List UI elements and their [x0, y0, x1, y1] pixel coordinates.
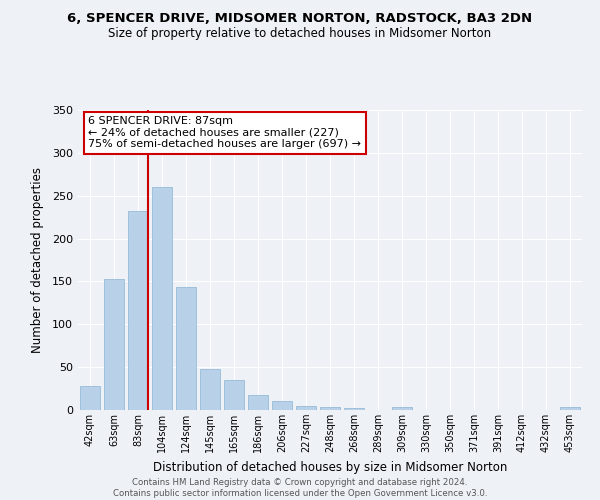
Bar	[248, 394, 268, 410]
Bar	[104, 279, 124, 410]
Bar	[224, 380, 244, 410]
Bar	[200, 369, 220, 410]
Bar	[320, 406, 340, 410]
X-axis label: Distribution of detached houses by size in Midsomer Norton: Distribution of detached houses by size …	[153, 460, 507, 473]
Y-axis label: Number of detached properties: Number of detached properties	[31, 167, 44, 353]
Text: Contains HM Land Registry data © Crown copyright and database right 2024.
Contai: Contains HM Land Registry data © Crown c…	[113, 478, 487, 498]
Text: Size of property relative to detached houses in Midsomer Norton: Size of property relative to detached ho…	[109, 28, 491, 40]
Bar	[152, 187, 172, 410]
Text: 6, SPENCER DRIVE, MIDSOMER NORTON, RADSTOCK, BA3 2DN: 6, SPENCER DRIVE, MIDSOMER NORTON, RADST…	[67, 12, 533, 26]
Bar	[128, 211, 148, 410]
Bar	[80, 386, 100, 410]
Bar	[392, 406, 412, 410]
Bar	[296, 406, 316, 410]
Bar	[344, 408, 364, 410]
Bar	[176, 288, 196, 410]
Bar	[272, 400, 292, 410]
Bar	[560, 408, 580, 410]
Text: 6 SPENCER DRIVE: 87sqm
← 24% of detached houses are smaller (227)
75% of semi-de: 6 SPENCER DRIVE: 87sqm ← 24% of detached…	[88, 116, 361, 149]
